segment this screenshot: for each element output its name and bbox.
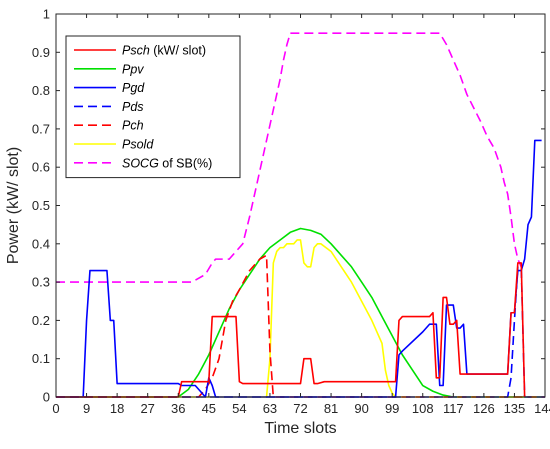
x-tick-label: 126: [473, 401, 495, 416]
x-tick-label: 99: [385, 401, 399, 416]
y-tick-label: 0.7: [32, 121, 50, 136]
x-tick-label: 81: [324, 401, 338, 416]
y-axis: 0 0.1 0.2 0.3 0.4 0.5 0.6 0.7 0.8 0.9 1: [32, 7, 545, 405]
y-tick-label: 0.1: [32, 351, 50, 366]
x-tick-label: 9: [83, 401, 90, 416]
x-tick-label: 27: [140, 401, 154, 416]
y-tick-label: 0.6: [32, 160, 50, 175]
legend-entry: Pds: [122, 100, 144, 114]
x-tick-label: 63: [263, 401, 277, 416]
x-tick-label: 54: [232, 401, 246, 416]
x-tick-label: 45: [202, 401, 216, 416]
y-tick-label: 0.5: [32, 198, 50, 213]
legend: Psch (kW/ slot) Ppv Pgd Pds Pch Psold SOCG of …: [65, 35, 241, 179]
x-tick-label: 108: [412, 401, 434, 416]
x-tick-label: 72: [293, 401, 307, 416]
x-tick-label: 135: [504, 401, 526, 416]
y-tick-label: 1: [43, 7, 50, 22]
y-tick-label: 0: [43, 390, 50, 405]
x-axis-label: Time slots: [264, 420, 336, 437]
legend-entry: Ppv: [122, 62, 144, 76]
x-tick-label: 36: [171, 401, 185, 416]
x-axis: 0 9 18 27 36 45 54 63 72 81 90 99 108 117 126 135 144: [52, 14, 550, 416]
x-tick-label: 90: [354, 401, 368, 416]
y-tick-label: 0.9: [32, 45, 50, 60]
legend-entry: Pch: [122, 119, 144, 133]
y-tick-label: 0.4: [32, 236, 50, 251]
x-tick-label: 0: [52, 401, 59, 416]
y-axis-label: Power (kW/ slot): [5, 147, 22, 264]
y-tick-label: 0.3: [32, 275, 50, 290]
x-tick-label: 18: [110, 401, 124, 416]
legend-entry: Psold: [122, 138, 154, 152]
series-line-psch: [56, 262, 526, 398]
legend-entry: SOCG of SB(%): [122, 156, 212, 170]
legend-entry: Psch (kW/ slot): [122, 44, 206, 58]
x-tick-label: 144: [534, 401, 550, 416]
y-tick-label: 0.8: [32, 83, 50, 98]
x-tick-label: 117: [443, 401, 464, 416]
y-tick-label: 0.2: [32, 313, 50, 328]
legend-entry: Pgd: [122, 81, 145, 95]
series-layer: [56, 32, 545, 398]
series-line-psold: [56, 239, 545, 398]
series-line-ppv: [56, 227, 545, 398]
